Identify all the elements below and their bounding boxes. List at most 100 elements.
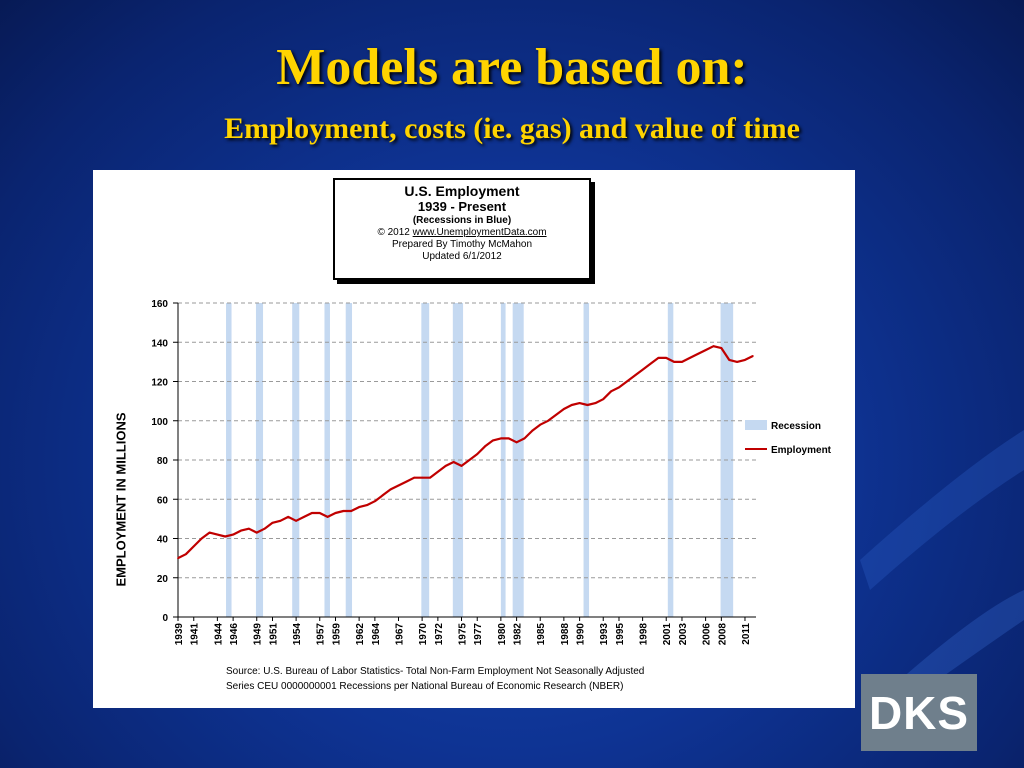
- employment-point: [602, 398, 605, 401]
- x-tick-label: 1972: [434, 623, 445, 646]
- chart-info-updated: Updated 6/1/2012: [422, 251, 502, 262]
- chart-panel: 0 20 40 60 80 100 120 140 160 1939 1941 1944 1946 194…: [93, 170, 855, 708]
- employment-point: [460, 464, 463, 467]
- x-tick-label: 1944: [213, 623, 224, 646]
- employment-point: [704, 349, 707, 351]
- employment-point: [665, 357, 668, 359]
- employment-point: [547, 419, 550, 422]
- employment-point: [751, 355, 754, 357]
- employment-point: [484, 445, 487, 448]
- x-tick-label: 1939: [174, 623, 185, 646]
- employment-point: [405, 480, 408, 483]
- chart-info-url[interactable]: www.UnemploymentData.com: [412, 227, 547, 238]
- employment-point: [295, 519, 298, 522]
- chart-info-copyright-line: © 2012 www.UnemploymentData.com: [335, 227, 589, 239]
- employment-point: [287, 516, 290, 518]
- x-tick-label: 1962: [355, 623, 366, 646]
- employment-point: [586, 404, 589, 406]
- employment-point: [240, 529, 242, 532]
- employment-point: [570, 404, 573, 406]
- employment-point: [696, 353, 699, 355]
- legend-employment-label: Employment: [771, 445, 832, 456]
- x-tick-label: 1964: [371, 623, 382, 646]
- y-tick-label: 0: [162, 613, 168, 624]
- recession-band: [452, 303, 464, 617]
- employment-point: [177, 557, 179, 560]
- employment-point: [499, 437, 502, 440]
- chart-info-box: U.S. Employment 1939 - Present (Recessio…: [333, 178, 591, 280]
- employment-point: [736, 360, 739, 363]
- employment-point: [594, 402, 597, 404]
- y-tick-label: 20: [157, 574, 169, 585]
- legend-recession-label: Recession: [771, 421, 821, 432]
- chart-source-line-2: Series CEU 0000000001 Recessions per Nat…: [226, 681, 624, 692]
- employment-point: [444, 464, 447, 467]
- chart-source: Source: U.S. Bureau of Labor Statistics-…: [226, 664, 786, 694]
- employment-point: [310, 512, 313, 514]
- employment-point: [271, 521, 274, 524]
- chart-source-line-1: Source: U.S. Bureau of Labor Statistics-…: [226, 666, 645, 677]
- employment-point: [468, 459, 471, 461]
- employment-point: [610, 390, 613, 393]
- x-tick-label: 2008: [717, 623, 728, 646]
- x-tick-label: 1954: [292, 623, 303, 646]
- employment-point: [366, 504, 368, 507]
- employment-point: [673, 360, 676, 363]
- employment-point: [555, 413, 557, 416]
- employment-point: [350, 510, 353, 512]
- x-tick-label: 1949: [253, 623, 264, 646]
- x-tick-label: 1967: [394, 623, 405, 646]
- x-tick-label: 2001: [662, 623, 673, 646]
- employment-point: [318, 512, 321, 514]
- x-tick-label: 1988: [560, 623, 571, 646]
- x-tick-label: 1990: [576, 623, 587, 646]
- employment-point: [492, 439, 494, 442]
- employment-point: [523, 437, 526, 440]
- employment-point: [452, 461, 455, 463]
- employment-point: [216, 533, 219, 536]
- employment-point: [247, 527, 250, 530]
- employment-point: [728, 359, 731, 361]
- employment-point: [200, 537, 203, 540]
- x-tick-label: 2003: [678, 623, 689, 646]
- employment-point: [515, 441, 518, 444]
- employment-point: [720, 347, 723, 350]
- x-tick-label: 1985: [536, 623, 547, 646]
- employment-point: [232, 533, 235, 536]
- employment-point: [413, 476, 416, 479]
- employment-point: [712, 345, 715, 348]
- employment-point: [373, 500, 376, 503]
- slide-title: Models are based on:: [276, 39, 748, 96]
- employment-point: [224, 535, 227, 538]
- employment-point: [279, 519, 282, 522]
- chart-info-range: 1939 - Present: [417, 199, 507, 214]
- employment-series-line: [177, 345, 754, 560]
- employment-point: [263, 527, 266, 530]
- employment-point: [531, 429, 534, 432]
- employment-point: [342, 510, 345, 512]
- y-tick-label: 120: [151, 378, 168, 389]
- recession-band: [512, 303, 524, 617]
- employment-point: [539, 423, 542, 426]
- y-tick-label: 160: [151, 299, 168, 310]
- slide-subtitle: Employment, costs (ie. gas) and value of…: [224, 112, 800, 145]
- legend-recession-swatch: [745, 420, 767, 430]
- employment-point: [507, 437, 510, 440]
- employment-point: [641, 368, 644, 371]
- employment-point: [303, 516, 305, 518]
- chart-info-copyright: © 2012: [377, 227, 410, 238]
- x-tick-label: 1951: [268, 623, 279, 646]
- chart-info-title: U.S. Employment: [404, 183, 520, 199]
- employment-point: [326, 516, 329, 518]
- x-tick-label: 1995: [615, 623, 626, 646]
- employment-point: [476, 453, 479, 456]
- employment-point: [381, 494, 384, 497]
- recession-band: [255, 303, 264, 617]
- employment-point: [657, 357, 660, 359]
- employment-point: [429, 476, 431, 479]
- x-tick-label: 1977: [473, 623, 484, 646]
- employment-point: [208, 531, 211, 534]
- employment-point: [192, 545, 195, 548]
- chart-info-note: (Recessions in Blue): [412, 215, 512, 226]
- employment-point: [255, 531, 258, 534]
